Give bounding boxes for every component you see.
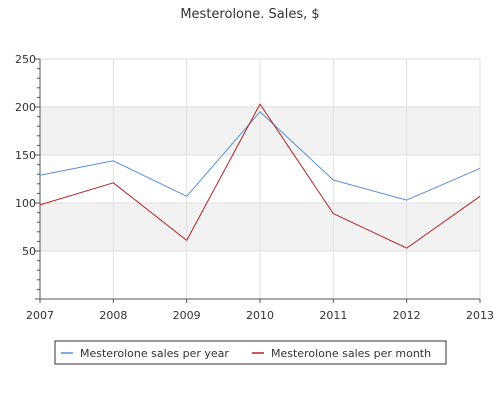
legend-label-series-2: Mesterolone sales per month [271,347,431,360]
x-tick-label: 2013 [466,309,494,322]
gridlines [39,58,481,299]
series-line-1 [39,111,481,201]
series-line-2 [39,103,481,249]
legend: Mesterolone sales per year Mesterolone s… [54,340,447,365]
y-axis-ticks: 50 100 150 200 250 [15,53,40,300]
x-tick-label: 2007 [26,309,54,322]
y-tick-label: 50 [22,245,36,258]
y-tick-label: 150 [15,149,36,162]
x-tick-label: 2010 [246,309,274,322]
x-tick-label: 2008 [99,309,127,322]
x-tick-label: 2012 [393,309,421,322]
x-tick-label: 2009 [173,309,201,322]
y-tick-label: 200 [15,101,36,114]
series-lines [39,103,481,249]
y-tick-label: 250 [15,53,36,66]
legend-label-series-1: Mesterolone sales per year [80,347,229,360]
chart-title: Mesterolone. Sales, $ [180,7,319,22]
x-tick-label: 2011 [319,309,347,322]
legend-box [54,340,447,365]
y-tick-label: 100 [15,197,36,210]
x-axis-ticks: 2007 2008 2009 2010 2011 2012 2013 [26,299,494,322]
